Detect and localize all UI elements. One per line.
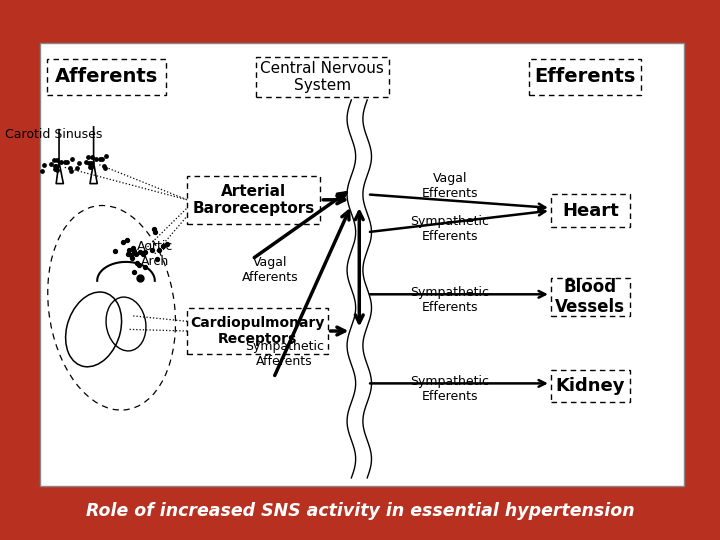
Point (128, 246, 140, 255)
Point (99, 161, 110, 170)
Point (131, 259, 143, 268)
Point (122, 250, 134, 259)
Point (158, 242, 169, 251)
Text: Efferents: Efferents (534, 68, 636, 86)
Point (38, 161, 50, 170)
Text: Blood
Vessels: Blood Vessels (555, 278, 626, 316)
Text: Sympathetic
Efferents: Sympathetic Efferents (410, 286, 490, 314)
Point (86, 153, 98, 161)
Point (125, 251, 137, 260)
Point (139, 248, 150, 256)
Point (94, 154, 106, 163)
Point (84, 163, 96, 171)
Point (96, 155, 107, 164)
Point (109, 247, 121, 255)
Point (66, 154, 77, 163)
Point (90, 155, 102, 164)
Point (151, 255, 163, 264)
Point (82, 153, 94, 161)
Point (146, 246, 158, 254)
Point (135, 247, 146, 256)
Point (100, 152, 112, 160)
FancyBboxPatch shape (551, 278, 630, 316)
Point (52, 156, 63, 164)
Text: Sympathetic
Afferents: Sympathetic Afferents (245, 340, 324, 368)
Text: Cardiopulmonary
Receptors: Cardiopulmonary Receptors (190, 316, 325, 346)
Text: Kidney: Kidney (556, 377, 625, 395)
FancyBboxPatch shape (187, 308, 328, 354)
Point (60, 157, 71, 166)
Point (128, 268, 140, 276)
Point (37, 166, 48, 175)
FancyBboxPatch shape (256, 57, 389, 97)
Point (99, 164, 111, 172)
Point (71, 164, 83, 172)
Point (148, 225, 159, 233)
Point (123, 246, 135, 255)
Point (65, 166, 76, 175)
Text: Role of increased SNS activity in essential hypertension: Role of increased SNS activity in essent… (86, 502, 634, 520)
Text: Vagal
Efferents: Vagal Efferents (422, 172, 478, 200)
Point (134, 261, 145, 269)
Point (153, 245, 164, 254)
Point (51, 165, 63, 174)
FancyBboxPatch shape (529, 59, 641, 94)
Text: Arterial
Baroreceptors: Arterial Baroreceptors (193, 184, 315, 216)
Point (138, 249, 149, 258)
Text: Central Nervous
System: Central Nervous System (260, 61, 384, 93)
Point (50, 162, 62, 171)
Point (50, 165, 61, 174)
Point (45, 160, 57, 169)
FancyBboxPatch shape (187, 176, 320, 224)
Point (61, 158, 73, 166)
FancyBboxPatch shape (551, 370, 630, 402)
FancyBboxPatch shape (551, 194, 630, 227)
Point (80, 158, 91, 166)
FancyBboxPatch shape (47, 59, 166, 94)
Point (140, 262, 151, 271)
Point (150, 227, 161, 236)
Point (121, 235, 132, 244)
Point (84, 159, 95, 167)
Point (161, 240, 173, 248)
Point (55, 158, 67, 166)
FancyBboxPatch shape (40, 43, 684, 486)
Point (86, 163, 97, 171)
Text: Afferents: Afferents (55, 68, 158, 86)
Point (85, 159, 96, 168)
Point (127, 244, 138, 252)
Point (135, 274, 146, 282)
Text: Sympathetic
Efferents: Sympathetic Efferents (410, 215, 490, 244)
Point (138, 250, 149, 259)
Text: Vagal
Afferents: Vagal Afferents (242, 256, 298, 284)
Point (126, 254, 138, 262)
Point (117, 238, 129, 246)
Text: Aortic
Arch: Aortic Arch (137, 240, 173, 268)
Text: Sympathetic
Efferents: Sympathetic Efferents (410, 375, 490, 403)
Point (48, 156, 59, 164)
Point (49, 161, 60, 170)
Point (73, 158, 84, 167)
Text: Heart: Heart (562, 201, 618, 220)
Text: Carotid Sinuses: Carotid Sinuses (5, 129, 103, 141)
Point (130, 250, 142, 259)
Point (64, 164, 76, 173)
